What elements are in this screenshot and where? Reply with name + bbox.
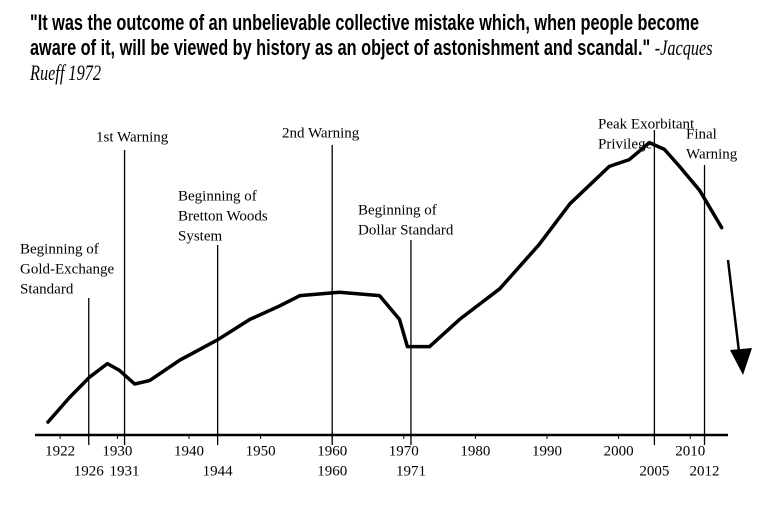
event-label: Warning — [686, 146, 738, 162]
x-tick-label: 1990 — [532, 443, 562, 459]
event-year: 1960 — [317, 463, 347, 479]
attribution: -Jacques Rueff 1972 — [30, 35, 713, 85]
x-tick-label: 1980 — [460, 443, 490, 459]
event-year: 1944 — [203, 463, 234, 479]
event-label: 1st Warning — [96, 129, 169, 145]
x-tick-label: 1930 — [102, 443, 132, 459]
x-tick-label: 1970 — [389, 443, 419, 459]
event-year: 1931 — [110, 463, 140, 479]
x-tick-label: 1940 — [174, 443, 204, 459]
event-year: 2012 — [690, 463, 720, 479]
x-tick-label: 1960 — [317, 443, 347, 459]
event-year: 1971 — [396, 463, 426, 479]
down-arrow-head — [730, 348, 752, 375]
event-label: Beginning of — [178, 188, 257, 204]
event-label: Peak Exorbitant — [598, 116, 695, 132]
event-year: 1926 — [74, 463, 105, 479]
event-label: Dollar Standard — [358, 222, 454, 238]
x-tick-label: 1922 — [45, 443, 75, 459]
x-tick-label: 1950 — [246, 443, 276, 459]
x-tick-label: 2000 — [604, 443, 634, 459]
event-label: Privilege — [598, 136, 652, 152]
event-label: Final — [686, 126, 717, 142]
event-label: Beginning of — [358, 202, 437, 218]
event-year: 2005 — [639, 463, 669, 479]
event-label: Gold-Exchange — [20, 261, 114, 277]
curve — [46, 140, 724, 424]
event-label: 2nd Warning — [282, 125, 360, 141]
chart-title: "It was the outcome of an unbelievable c… — [30, 10, 700, 60]
quote: "It was the outcome of an unbelievable c… — [30, 10, 740, 85]
event-label: System — [178, 228, 223, 244]
event-label: Bretton Woods — [178, 208, 268, 224]
x-tick-label: 2010 — [675, 443, 705, 459]
down-arrow-shaft — [726, 259, 742, 361]
event-label: Standard — [20, 281, 74, 297]
event-label: Beginning of — [20, 241, 99, 257]
